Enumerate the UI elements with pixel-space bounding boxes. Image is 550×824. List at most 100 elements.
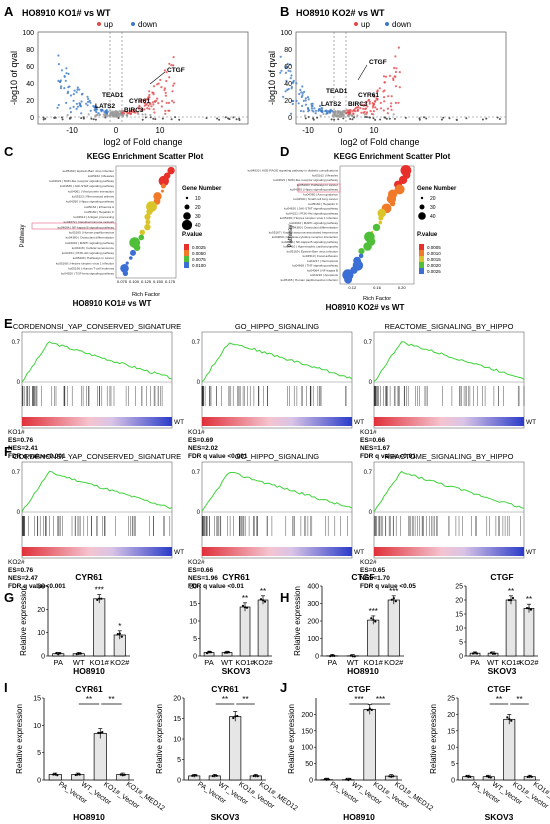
bar bbox=[93, 598, 106, 657]
y-tick-label: 30 bbox=[37, 584, 45, 591]
replicate-dot bbox=[215, 774, 218, 777]
color-legend-label: 0.0010 bbox=[427, 251, 441, 256]
volcano-point bbox=[144, 113, 147, 116]
x-tick-label: PA bbox=[54, 658, 63, 667]
volcano-point bbox=[152, 85, 156, 88]
volcano-point bbox=[310, 107, 313, 110]
panel-letter-f: F bbox=[4, 444, 12, 459]
volcano-point bbox=[304, 117, 307, 120]
x-axis-label: log2 of Fold change bbox=[103, 137, 182, 147]
volcano-point bbox=[301, 94, 304, 97]
volcano-point bbox=[68, 85, 71, 88]
gsea-stat: ES=0.66 bbox=[188, 567, 214, 574]
panel-letter-e: E bbox=[4, 316, 13, 331]
volcano-point bbox=[353, 116, 355, 119]
highlight-box bbox=[31, 222, 117, 230]
y-tick-label: 0.7 bbox=[12, 470, 21, 476]
x-axis-label: SKOV3 bbox=[485, 812, 514, 822]
volcano-point bbox=[145, 103, 148, 106]
significance-label: ** bbox=[242, 695, 248, 704]
volcano-point bbox=[366, 105, 369, 108]
volcano-point bbox=[362, 107, 365, 110]
significance-label: ** bbox=[222, 695, 228, 704]
pathway-label: ko04151 | PI3K-Akt signaling pathway bbox=[286, 211, 339, 215]
volcano-point bbox=[289, 63, 292, 66]
y-axis-label: -log10 of qval bbox=[9, 51, 19, 105]
y-tick-label: 15 bbox=[455, 612, 463, 619]
replicate-dot bbox=[509, 599, 513, 602]
significance-label: *** bbox=[95, 586, 104, 595]
pathway-label: ko04360 | Axon guidance bbox=[303, 192, 338, 196]
replicate-dot bbox=[374, 620, 377, 623]
rank-heatbar bbox=[22, 547, 172, 556]
volcano-point bbox=[448, 117, 451, 120]
kegg-point bbox=[129, 256, 133, 260]
volcano-point bbox=[290, 74, 293, 77]
replicate-dot bbox=[75, 653, 78, 656]
volcano-point bbox=[379, 101, 382, 104]
volcano-point bbox=[173, 82, 176, 85]
volcano-point bbox=[137, 112, 140, 116]
volcano-point bbox=[404, 116, 407, 119]
y-axis-label: Relative expression bbox=[287, 704, 296, 774]
pathway-label: ko04390 | Hippo signaling pathway bbox=[290, 188, 338, 192]
replicate-dot bbox=[510, 719, 513, 722]
volcano-point bbox=[171, 99, 174, 102]
replicate-dot bbox=[74, 773, 77, 777]
pathway-label: ko04010 | MAPK signaling pathway bbox=[289, 221, 338, 225]
volcano-point bbox=[76, 105, 79, 108]
gsea-title: GO_HIPPO_SIGNALING bbox=[235, 452, 319, 461]
pathway-label: ko05166 | Human T-cell leukemia bbox=[68, 267, 114, 271]
phenotype-left-label: KO1# bbox=[188, 429, 205, 436]
volcano-point bbox=[378, 87, 381, 90]
gsea-stat: FDR q value<0.001 bbox=[8, 453, 66, 460]
volcano-point bbox=[140, 98, 143, 101]
volcano-point bbox=[165, 101, 168, 104]
replicate-dot bbox=[205, 652, 209, 655]
volcano-point bbox=[385, 117, 388, 120]
replicate-dot bbox=[325, 778, 328, 781]
volcano-point bbox=[297, 102, 300, 105]
replicate-dot bbox=[392, 597, 395, 600]
phenotype-right-label: WT bbox=[354, 549, 364, 556]
volcano-point bbox=[65, 101, 68, 104]
volcano-point bbox=[159, 78, 162, 82]
replicate-dot bbox=[493, 652, 497, 655]
y-tick-label: 25 bbox=[447, 696, 455, 703]
replicate-dot bbox=[331, 654, 334, 657]
kegg-scatter-d: KEGG Enrichment Scatter Plot Pathway ko0… bbox=[248, 152, 457, 312]
pathway-label: ko05410 | Hypertrophic cardiomyopathy bbox=[283, 245, 338, 249]
volcano-point bbox=[61, 118, 64, 121]
x-axis-label: SKOV3 bbox=[488, 666, 517, 676]
volcano-point bbox=[140, 108, 143, 111]
volcano-point bbox=[97, 112, 100, 115]
kegg-point bbox=[133, 244, 141, 251]
y-tick-label: 0 bbox=[193, 654, 197, 661]
replicate-dot bbox=[507, 599, 511, 602]
volcano-point bbox=[104, 116, 107, 119]
volcano-point bbox=[60, 69, 64, 72]
volcano-point bbox=[342, 113, 345, 116]
volcano-point bbox=[44, 117, 47, 120]
kegg-point bbox=[344, 275, 353, 284]
y-tick-label: 20 bbox=[26, 98, 34, 105]
volcano-point bbox=[238, 119, 241, 121]
volcano-point bbox=[114, 111, 117, 114]
replicate-dot bbox=[530, 775, 533, 778]
volcano-point bbox=[164, 112, 167, 115]
phenotype-left-label: KO2# bbox=[360, 559, 377, 566]
volcano-point bbox=[57, 63, 61, 66]
significance-label: ** bbox=[526, 595, 532, 604]
volcano-point bbox=[352, 112, 355, 115]
y-tick-label: 0 bbox=[17, 380, 21, 386]
pathway-label: ko04010 | MAPK signaling pathway bbox=[65, 241, 114, 245]
color-legend-label: 0.0015 bbox=[427, 257, 441, 262]
plot-frame bbox=[339, 165, 415, 285]
volcano-point bbox=[94, 109, 97, 112]
volcano-point bbox=[325, 109, 328, 112]
volcano-point bbox=[389, 105, 392, 108]
volcano-point bbox=[455, 119, 458, 121]
volcano-point bbox=[114, 115, 118, 118]
phenotype-right-label: WT bbox=[526, 419, 536, 426]
pathway-label: ko05165 | Human papillomavirus bbox=[69, 231, 114, 235]
